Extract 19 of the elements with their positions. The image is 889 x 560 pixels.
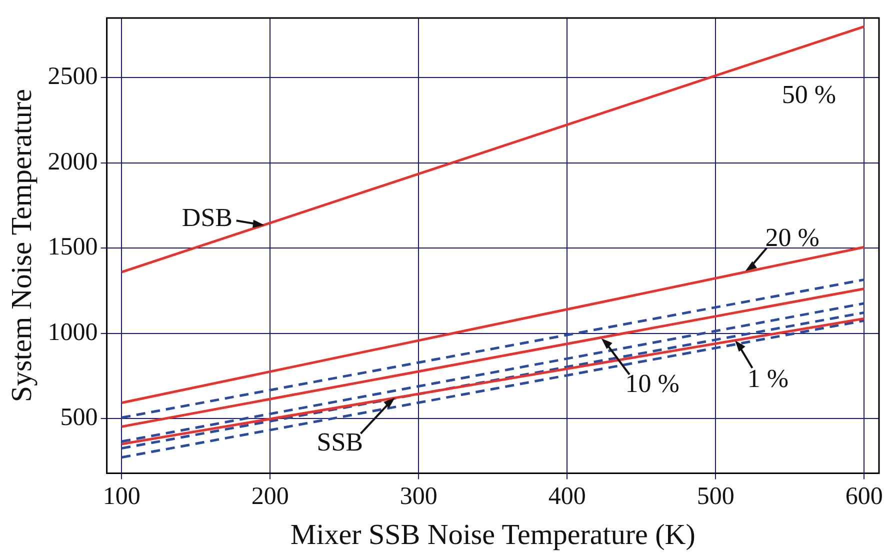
x-tick-label: 100	[102, 482, 140, 510]
annotation: 10 %	[625, 369, 680, 398]
y-tick-label: 500	[60, 404, 98, 432]
x-tick-label: 600	[845, 482, 883, 510]
annotation: DSB	[182, 202, 232, 232]
annotation: SSB	[316, 428, 364, 457]
x-tick-label: 400	[548, 482, 586, 510]
y-axis-title: System Noise Temperature	[6, 89, 38, 402]
annotation: 50 %	[782, 80, 836, 109]
x-tick-label: 500	[696, 482, 734, 510]
y-tick-label: 1500	[48, 234, 98, 261]
annotation: 20 %	[765, 222, 820, 252]
y-tick-label: 2500	[48, 63, 98, 90]
annotation: 1 %	[747, 364, 789, 394]
y-tick-label: 1000	[48, 318, 98, 346]
x-tick-label: 200	[251, 482, 289, 510]
x-tick-label: 300	[400, 482, 438, 510]
x-axis-title: Mixer SSB Noise Temperature (K)	[290, 519, 696, 552]
y-tick-label: 2000	[48, 148, 98, 176]
